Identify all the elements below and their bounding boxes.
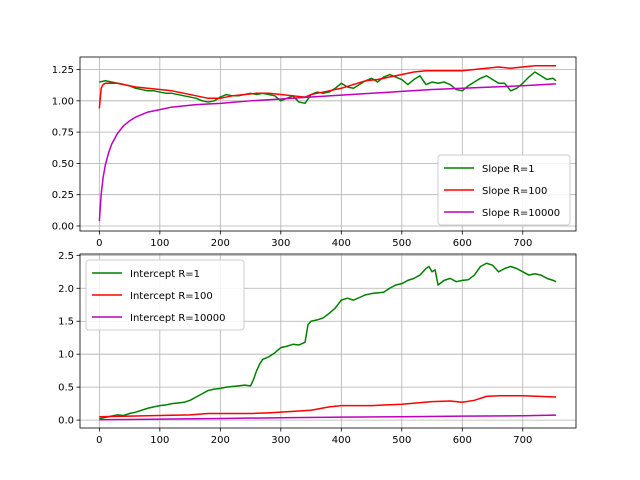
slope-series-line-3 xyxy=(98,83,557,222)
intercept-legend-label-3: Intercept R=10000 xyxy=(130,313,226,324)
slope-y-tick-label: 0.50 xyxy=(52,159,74,170)
slope-series-line-1 xyxy=(99,71,557,105)
intercept-legend: Intercept R=1 Intercept R=100 Intercept R=… xyxy=(85,259,245,331)
intercept-y-tick-label: 0.0 xyxy=(58,416,74,427)
intercept-x-tick-label: 200 xyxy=(211,435,230,446)
slope-x-tick-label: 700 xyxy=(513,238,532,249)
slope-legend-label-1: Slope R=1 xyxy=(482,164,535,175)
slope-y-tick-label: 0.75 xyxy=(52,128,74,139)
slope-x-tick-label: 400 xyxy=(332,238,351,249)
intercept-x-tick-label: 300 xyxy=(271,435,290,446)
intercept-x-tick-label: 100 xyxy=(150,435,169,446)
intercept-y-tick-label: 0.5 xyxy=(58,383,74,394)
intercept-axes-frame xyxy=(79,253,577,429)
intercept-x-tick-label: 0 xyxy=(96,435,102,446)
slope-y-tick-label: 0.25 xyxy=(52,190,74,201)
intercept-y-tick-label: 1.0 xyxy=(58,350,74,361)
intercept-series-line-3 xyxy=(99,414,557,421)
intercept-y-tick-label: 2.5 xyxy=(58,251,74,262)
slope-y-tick-label: 1.00 xyxy=(52,96,74,107)
slope-panel: 0 100 200 300 400 500 600 700 0.00 0.25 0.50 0.75 1.… xyxy=(52,56,577,249)
intercept-y-tick-label: 1.5 xyxy=(58,317,74,328)
intercept-x-tick-label: 500 xyxy=(392,435,411,446)
slope-y-tick-label: 1.25 xyxy=(52,65,74,76)
slope-y-tick-label: 0.00 xyxy=(52,221,74,232)
slope-axes-frame xyxy=(79,56,577,232)
intercept-series-line-1 xyxy=(99,262,557,420)
intercept-x-tick-label: 600 xyxy=(453,435,472,446)
intercept-panel: 0 100 200 300 400 500 600 700 0.0 0.5 1.0 1.5 2.0 2.5… xyxy=(58,251,577,446)
slope-legend-label-2: Slope R=100 xyxy=(482,186,547,197)
slope-x-tick-label: 500 xyxy=(392,238,411,249)
slope-legend-box xyxy=(437,154,571,226)
slope-x-tick-label: 600 xyxy=(453,238,472,249)
intercept-legend-label-2: Intercept R=100 xyxy=(130,291,213,302)
intercept-y-tick-label: 2.0 xyxy=(58,284,74,295)
slope-x-tick-label: 300 xyxy=(271,238,290,249)
slope-x-tick-label: 100 xyxy=(150,238,169,249)
intercept-legend-box xyxy=(85,259,245,331)
intercept-x-tick-label: 700 xyxy=(513,435,532,446)
slope-legend: Slope R=1 Slope R=100 Slope R=10000 xyxy=(437,154,571,226)
intercept-legend-label-1: Intercept R=1 xyxy=(130,269,200,280)
intercept-series-line-2 xyxy=(99,394,557,418)
slope-x-tick-label: 200 xyxy=(211,238,230,249)
slope-legend-label-3: Slope R=10000 xyxy=(482,208,560,219)
slope-x-tick-label: 0 xyxy=(96,238,102,249)
slope-series-line-2 xyxy=(98,65,557,109)
intercept-x-tick-label: 400 xyxy=(332,435,351,446)
